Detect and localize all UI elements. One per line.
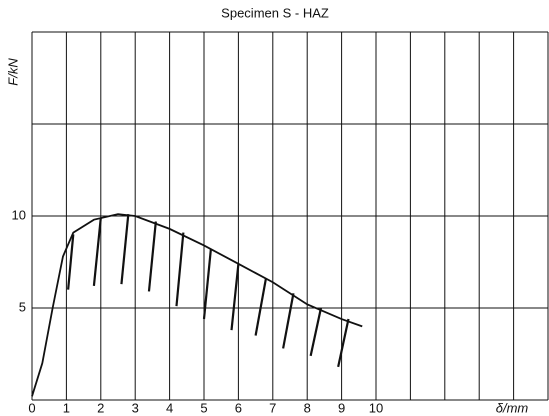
unloading-line bbox=[147, 221, 157, 292]
y-tick-label: 5 bbox=[19, 299, 26, 314]
unloading-line bbox=[309, 307, 323, 357]
x-tick-label: 0 bbox=[28, 400, 35, 415]
x-tick-label: 10 bbox=[369, 400, 383, 415]
y-axis-label: F/kN bbox=[5, 58, 20, 86]
x-tick-label: 8 bbox=[304, 400, 311, 415]
unloading-line bbox=[337, 318, 350, 368]
x-tick-label: 9 bbox=[338, 400, 345, 415]
unloading-line bbox=[202, 249, 212, 320]
x-tick-label: 3 bbox=[132, 400, 139, 415]
x-tick-label: 7 bbox=[269, 400, 276, 415]
unloading-line bbox=[282, 293, 295, 349]
unloading-line bbox=[230, 263, 240, 331]
x-axis-label: δ/mm bbox=[496, 400, 529, 415]
y-tick-label: 10 bbox=[12, 207, 26, 222]
load-curve bbox=[31, 213, 363, 397]
unloading-line bbox=[67, 234, 75, 290]
chart-title: Specimen S - HAZ bbox=[221, 5, 329, 20]
unloading-line bbox=[120, 214, 130, 285]
unloading-line bbox=[92, 217, 102, 287]
x-tick-label: 1 bbox=[63, 400, 70, 415]
unloading-line bbox=[254, 278, 268, 336]
x-tick-label: 6 bbox=[235, 400, 242, 415]
x-tick-label: 4 bbox=[166, 400, 173, 415]
x-tick-label: 5 bbox=[200, 400, 207, 415]
unloading-line bbox=[175, 232, 185, 307]
x-tick-label: 2 bbox=[97, 400, 104, 415]
